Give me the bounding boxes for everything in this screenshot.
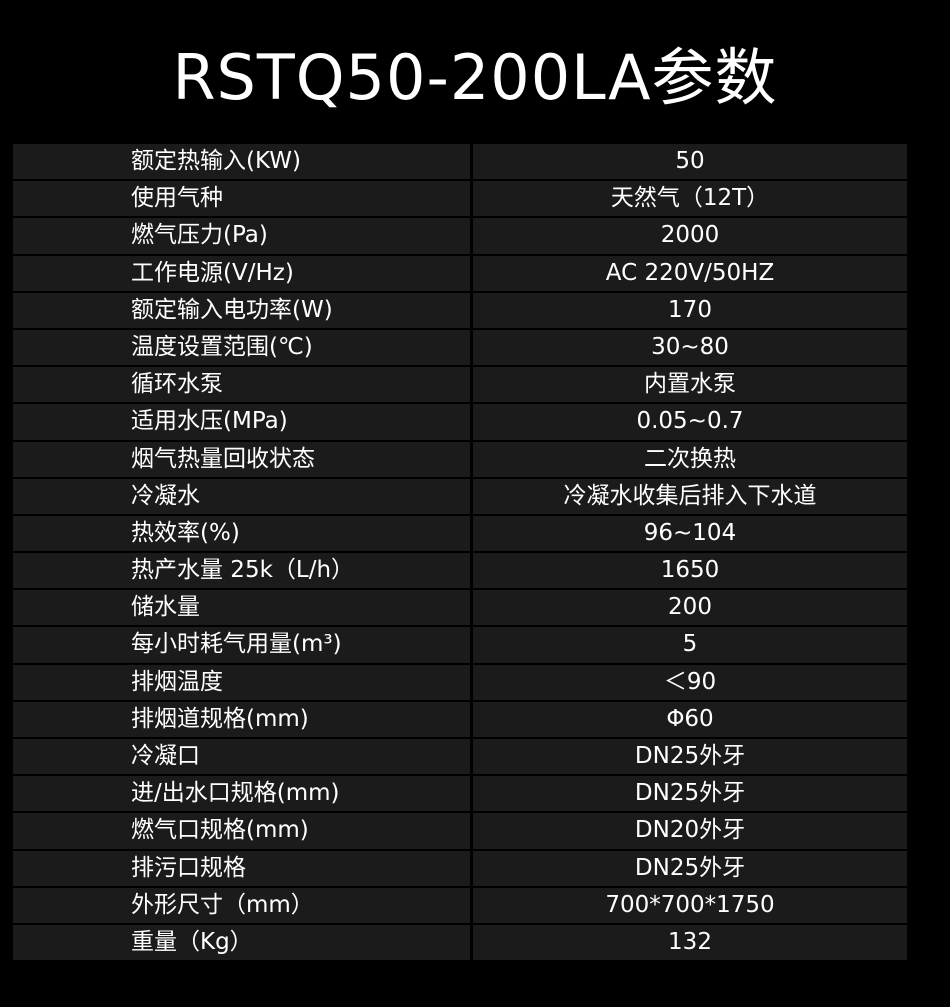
table-row: 冷凝口 DN25外牙 [13, 739, 907, 775]
spec-value: AC 220V/50HZ [473, 255, 907, 291]
table-row: 冷凝水 冷凝水收集后排入下水道 [13, 478, 907, 514]
spec-label: 排污口规格 [13, 850, 470, 886]
spec-label: 燃气口规格(mm) [13, 813, 470, 849]
spec-label: 工作电源(V/Hz) [13, 255, 470, 291]
spec-label: 热效率(%) [13, 515, 470, 552]
spec-value: DN25外牙 [473, 850, 907, 886]
table-row: 适用水压(MPa) 0.05~0.7 [13, 404, 907, 440]
spec-value: 700*700*1750 [473, 887, 907, 923]
spec-table: 额定热输入(KW) 50 使用气种 天然气（12T） 燃气压力(Pa) 2000 工作电源(… [13, 144, 907, 962]
spec-label: 使用气种 [13, 181, 470, 217]
table-row: 工作电源(V/Hz) AC 220V/50HZ [13, 255, 907, 291]
spec-value: 30~80 [473, 329, 907, 366]
table-row: 热效率(%) 96~104 [13, 515, 907, 552]
spec-label: 适用水压(MPa) [13, 404, 470, 440]
spec-value: 天然气（12T） [473, 181, 907, 217]
spec-label: 冷凝水 [13, 478, 470, 514]
spec-value: ＜90 [473, 664, 907, 700]
spec-value: 0.05~0.7 [473, 404, 907, 440]
table-row: 外形尺寸（mm） 700*700*1750 [13, 887, 907, 923]
table-row: 额定热输入(KW) 50 [13, 144, 907, 180]
spec-value: 二次换热 [473, 441, 907, 477]
table-row: 每小时耗气用量(m³) 5 [13, 627, 907, 663]
spec-value: DN25外牙 [473, 776, 907, 812]
spec-label: 额定热输入(KW) [13, 144, 470, 180]
spec-label: 燃气压力(Pa) [13, 218, 470, 254]
spec-value: DN20外牙 [473, 813, 907, 849]
table-row: 循环水泵 内置水泵 [13, 367, 907, 403]
spec-value: 200 [473, 590, 907, 626]
spec-value: 96~104 [473, 515, 907, 552]
table-row: 额定输入电功率(W) 170 [13, 292, 907, 328]
spec-label: 冷凝口 [13, 739, 470, 775]
table-row: 排烟道规格(mm) Φ60 [13, 701, 907, 737]
spec-value: 1650 [473, 553, 907, 589]
table-row: 进/出水口规格(mm) DN25外牙 [13, 776, 907, 812]
table-row: 重量（Kg） 132 [13, 924, 907, 961]
table-row: 燃气口规格(mm) DN20外牙 [13, 813, 907, 849]
spec-value: 2000 [473, 218, 907, 254]
table-row: 排污口规格 DN25外牙 [13, 850, 907, 886]
table-row: 温度设置范围(℃) 30~80 [13, 329, 907, 366]
table-row: 燃气压力(Pa) 2000 [13, 218, 907, 254]
spec-label: 排烟温度 [13, 664, 470, 700]
spec-value: 50 [473, 144, 907, 180]
spec-value: 170 [473, 292, 907, 328]
spec-label: 外形尺寸（mm） [13, 887, 470, 923]
spec-label: 循环水泵 [13, 367, 470, 403]
table-row: 储水量 200 [13, 590, 907, 626]
spec-value: 冷凝水收集后排入下水道 [473, 478, 907, 514]
spec-label: 温度设置范围(℃) [13, 329, 470, 366]
spec-value: Φ60 [473, 701, 907, 737]
table-row: 排烟温度 ＜90 [13, 664, 907, 700]
page-title: RSTQ50-200LA参数 [172, 41, 778, 114]
table-row: 使用气种 天然气（12T） [13, 181, 907, 217]
table-row: 热产水量 25k（L/h） 1650 [13, 553, 907, 589]
spec-label: 进/出水口规格(mm) [13, 776, 470, 812]
spec-label: 每小时耗气用量(m³) [13, 627, 470, 663]
spec-value: 132 [473, 924, 907, 961]
spec-value: 5 [473, 627, 907, 663]
spec-label: 储水量 [13, 590, 470, 626]
table-row: 烟气热量回收状态 二次换热 [13, 441, 907, 477]
spec-label: 排烟道规格(mm) [13, 701, 470, 737]
spec-label: 烟气热量回收状态 [13, 441, 470, 477]
spec-value: DN25外牙 [473, 739, 907, 775]
spec-label: 热产水量 25k（L/h） [13, 553, 470, 589]
spec-label: 重量（Kg） [13, 924, 470, 961]
spec-value: 内置水泵 [473, 367, 907, 403]
spec-label: 额定输入电功率(W) [13, 292, 470, 328]
